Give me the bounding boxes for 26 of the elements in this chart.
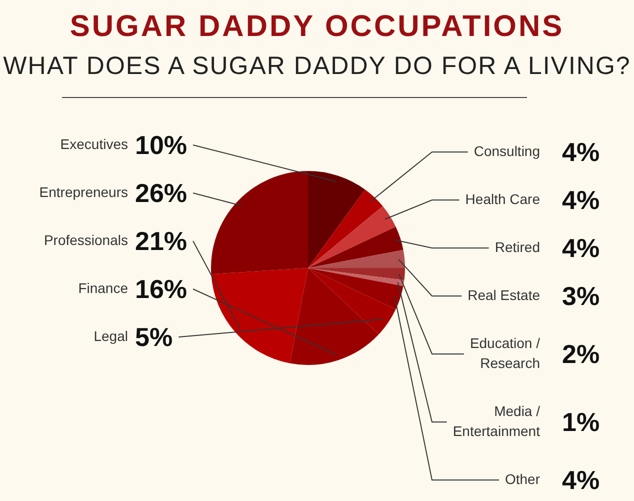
chart-subtitle: WHAT DOES A SUGAR DADDY DO FOR A LIVING? [2, 52, 632, 81]
data-label: 3% [562, 281, 600, 312]
slice-label: Finance [78, 280, 128, 296]
slice-label: Media / Entertainment [452, 402, 540, 439]
data-label: 5% [135, 322, 173, 352]
slice-label: Professionals [44, 232, 128, 248]
data-label: 4% [562, 185, 600, 216]
data-label: 10% [135, 130, 188, 160]
slice-label: Executives [60, 136, 128, 152]
slice-label: Education / Research [470, 334, 540, 371]
slice-label: Legal [94, 328, 128, 344]
slice-label: Real Estate [468, 286, 540, 303]
chart-title: SUGAR DADDY OCCUPATIONS [68, 10, 566, 44]
data-label: 16% [135, 274, 188, 304]
data-label: 26% [135, 178, 188, 208]
data-label: 21% [135, 226, 188, 256]
slice-label: Consulting [474, 142, 540, 159]
data-label: 2% [562, 339, 600, 370]
slice-label: Retired [494, 238, 540, 255]
data-label: 1% [562, 407, 600, 438]
slice-label: Health Care [465, 190, 540, 207]
slice-label: Entrepreneurs [39, 184, 128, 200]
data-label: 4% [562, 233, 600, 264]
slice-label: Other [504, 470, 540, 487]
data-label: 4% [562, 137, 600, 168]
data-label: 4% [562, 465, 600, 496]
